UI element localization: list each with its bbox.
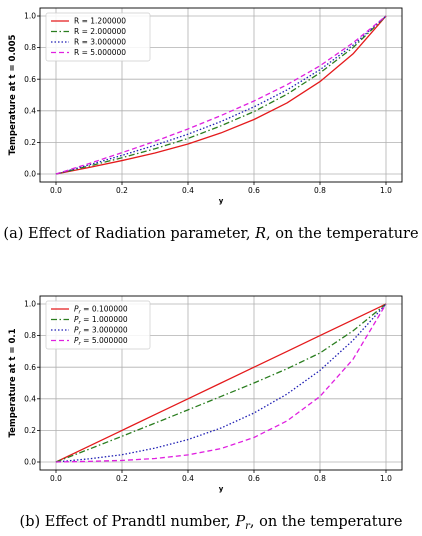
x-tick-label: 0.6	[248, 474, 260, 483]
legend-entry-2: Pr = 1.000000	[74, 315, 128, 326]
y-tick-label: 0.4	[24, 106, 36, 115]
series-line-3	[55, 303, 387, 463]
x-tick-label: 0.2	[116, 474, 128, 483]
caption-b: (b) Effect of Prandtl number, Pr, on the…	[20, 514, 403, 532]
y-tick-label: 0.8	[24, 43, 36, 52]
axes-frame	[39, 7, 403, 183]
y-tick-label: 0.0	[24, 170, 36, 179]
series-line-2	[55, 15, 387, 175]
y-tick-label: 0.0	[24, 458, 36, 467]
legend-entry-1: Pr = 0.100000	[74, 305, 128, 316]
x-tick-label: 0.8	[314, 186, 326, 195]
series-line-3	[55, 15, 387, 175]
y-tick-label: 1.0	[24, 12, 36, 21]
series-line-1	[55, 303, 387, 463]
series-line-4	[55, 15, 387, 175]
legend-box	[45, 12, 151, 62]
legend-entry-4: Pr = 5.000000	[74, 336, 128, 347]
y-axis-label: Temperature at t = 0.1	[8, 328, 18, 437]
y-tick-label: 0.2	[24, 138, 36, 147]
y-tick-label: 0.8	[24, 331, 36, 340]
x-axis-label: y	[219, 197, 224, 205]
legend-box	[45, 300, 151, 350]
legend-entry-3: Pr = 3.000000	[74, 326, 128, 337]
chart-panel-a: 0.0 0.2 0.4 0.6 0.8 1.0 0.0 0.2 0.4 0.6 0.8 1.0 y Tem…	[8, 7, 403, 205]
x-tick-label: 0.8	[314, 474, 326, 483]
x-tick-label: 0.0	[50, 474, 62, 483]
axes-frame	[39, 295, 403, 471]
x-tick-label: 0.2	[116, 186, 128, 195]
x-axis-label: y	[219, 485, 224, 493]
y-tick-label: 0.6	[24, 75, 36, 84]
legend-entry-4: R = 5.000000	[74, 48, 126, 57]
legend-entry-1: R = 1.200000	[74, 17, 126, 26]
legend-entry-3: R = 3.000000	[74, 38, 126, 47]
y-axis-label: Temperature at t = 0.005	[8, 34, 18, 155]
x-tick-label: 0.4	[182, 186, 194, 195]
series-line-1	[55, 15, 387, 175]
x-tick-label: 0.6	[248, 186, 260, 195]
x-tick-label: 1.0	[380, 186, 392, 195]
x-tick-label: 0.4	[182, 474, 194, 483]
x-tick-label: 1.0	[380, 474, 392, 483]
y-tick-label: 0.2	[24, 426, 36, 435]
y-tick-label: 1.0	[24, 300, 36, 309]
y-tick-label: 0.4	[24, 394, 36, 403]
x-tick-label: 0.0	[50, 186, 62, 195]
chart-panel-b: 0.0 0.2 0.4 0.6 0.8 1.0 0.0 0.2 0.4 0.6 0.8 1.0 y Tem…	[8, 295, 403, 493]
legend-entry-2: R = 2.000000	[74, 27, 126, 36]
y-tick-label: 0.6	[24, 363, 36, 372]
series-line-2	[55, 303, 387, 463]
caption-a: (a) Effect of Radiation parameter, R, on…	[3, 226, 418, 242]
